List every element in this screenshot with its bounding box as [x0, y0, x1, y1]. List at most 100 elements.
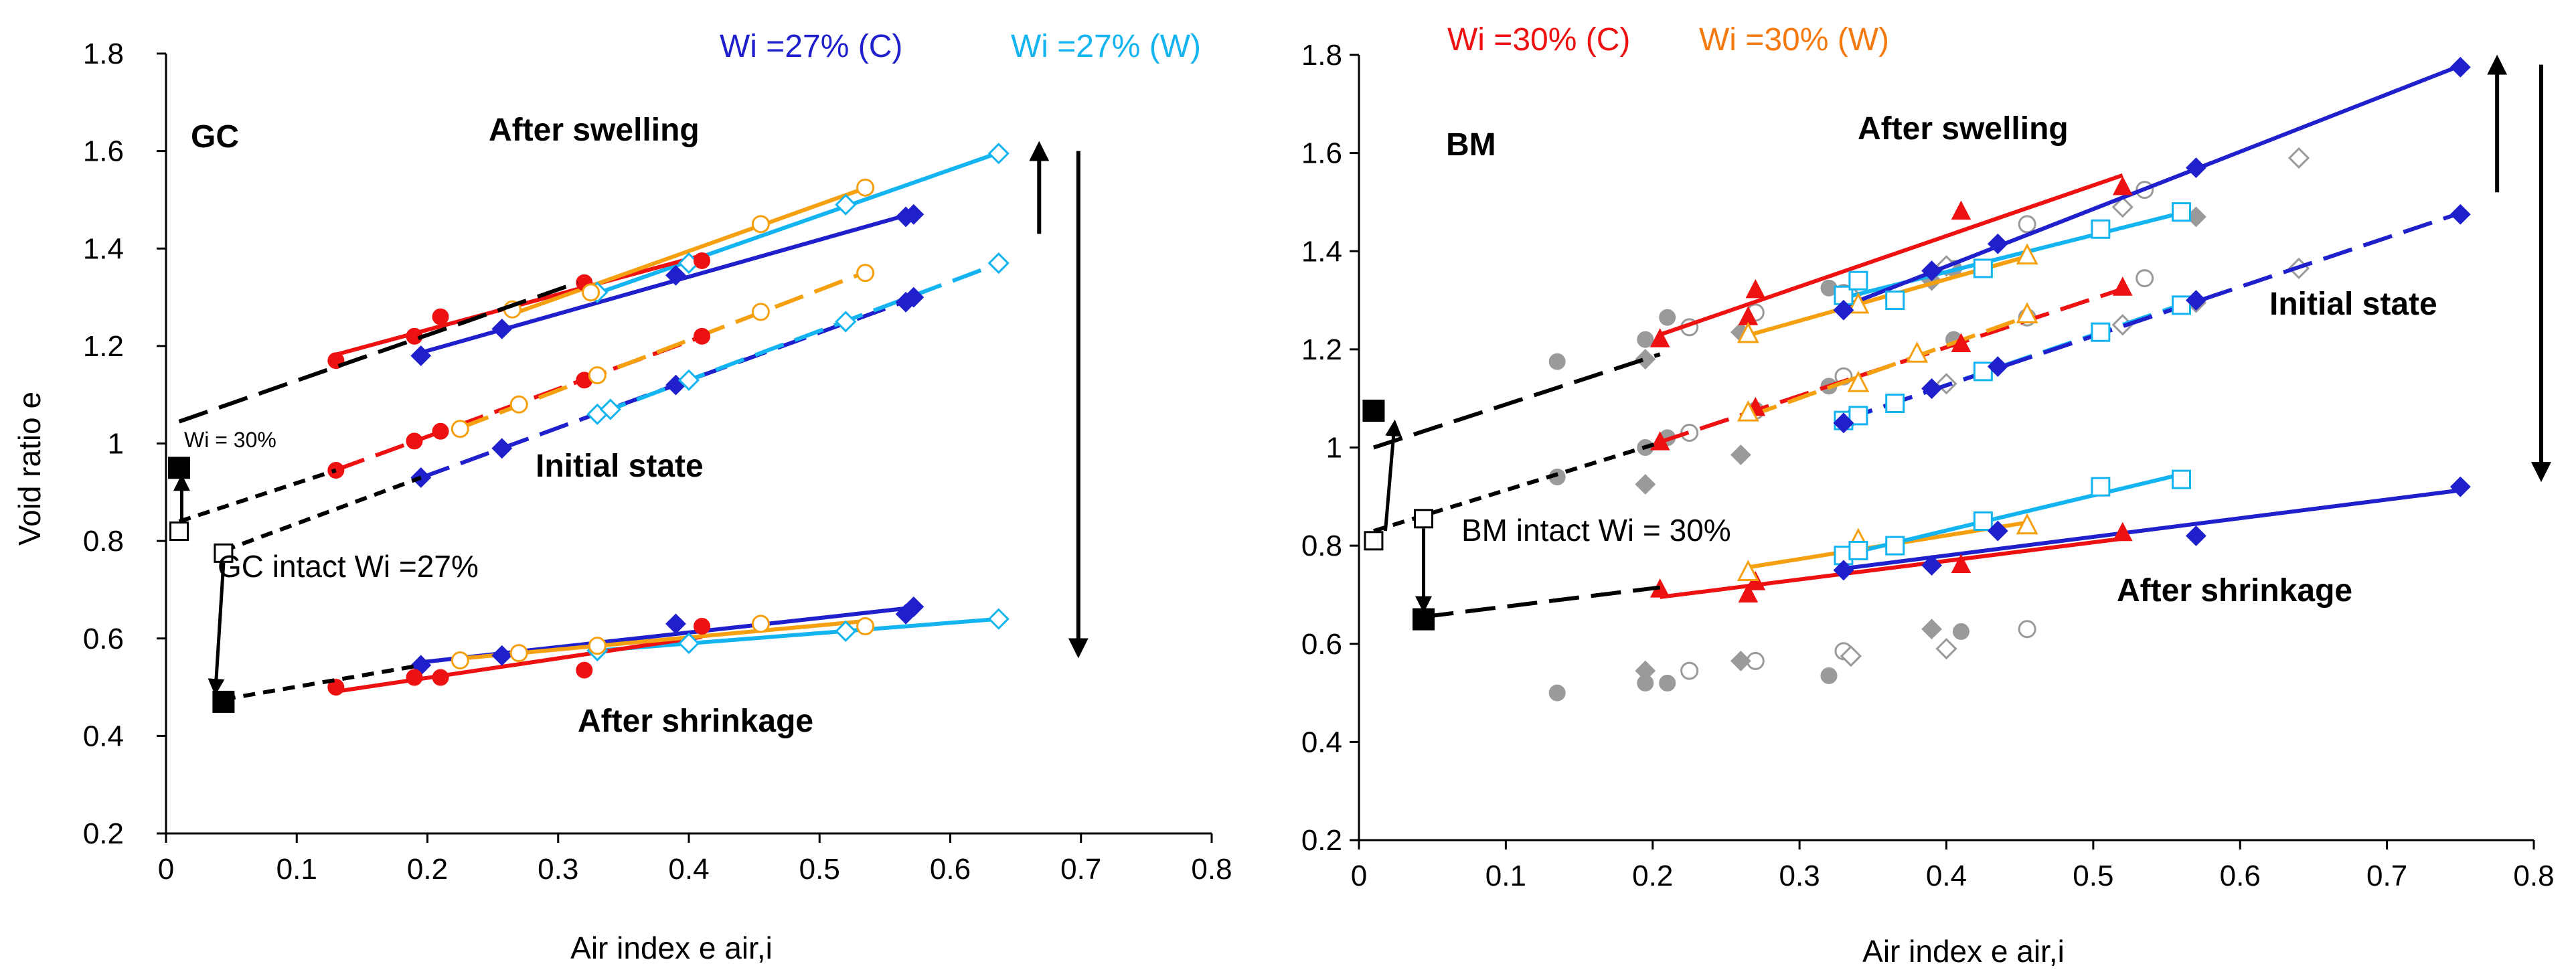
data-point	[665, 613, 686, 635]
data-point	[1848, 406, 1868, 426]
data-point	[327, 679, 345, 696]
data-point	[987, 143, 1010, 165]
y-tick-label: 1.8	[83, 37, 124, 70]
series-line	[1659, 287, 2123, 444]
data-point	[1921, 555, 1942, 576]
data-point	[1987, 356, 2008, 377]
data-point	[665, 264, 686, 286]
data-point	[1833, 412, 1854, 434]
gc-y-axis-label: Void ratio e	[12, 392, 47, 546]
series-line	[1660, 536, 2123, 599]
data-point	[582, 283, 600, 302]
background-point	[2018, 215, 2036, 234]
y-tick-label: 0.4	[83, 720, 124, 752]
y-tick-label: 1.4	[83, 232, 124, 265]
series-line	[511, 186, 866, 316]
data-point	[856, 264, 875, 282]
gc-legend-c: Wi =27% (C)	[720, 29, 902, 64]
x-tick-label: 0.8	[1191, 853, 1232, 886]
y-tick-label: 0.6	[83, 623, 124, 655]
data-point	[588, 366, 607, 385]
y-tick-label: 1.8	[1301, 39, 1342, 72]
series-line	[459, 270, 866, 430]
data-point	[1973, 511, 1993, 531]
x-tick-label: 0.3	[538, 853, 578, 886]
background-point	[2136, 269, 2154, 288]
background-point	[1635, 349, 1656, 370]
data-point	[2449, 56, 2471, 78]
y-tick-label: 0.2	[1301, 824, 1342, 857]
arrow	[1383, 419, 1402, 532]
background-point	[1935, 637, 1957, 660]
x-tick-label: 0.7	[1060, 853, 1101, 886]
data-point	[835, 193, 857, 216]
background-point	[1635, 660, 1656, 681]
data-point	[903, 287, 924, 308]
data-point	[2449, 476, 2471, 497]
series-line	[1842, 211, 2462, 422]
x-tick-label: 0.1	[276, 853, 317, 886]
reference-point	[1362, 400, 1385, 422]
reference-point	[212, 690, 235, 713]
arrow	[208, 562, 226, 696]
background-point	[1952, 623, 1969, 640]
x-tick-label: 0.7	[2366, 860, 2407, 892]
data-point	[599, 398, 621, 420]
data-point	[1737, 400, 1759, 422]
data-point	[835, 620, 857, 642]
data-point	[856, 178, 875, 197]
data-point	[1973, 258, 1993, 278]
bm-after-shrinkage-label: After shrinkage	[2117, 573, 2352, 609]
data-point	[491, 318, 513, 339]
bm-legend-c: Wi =30% (C)	[1447, 22, 1630, 58]
bm-x-axis-label: Air index e air,i	[1862, 934, 2065, 969]
data-point	[987, 252, 1010, 274]
gc-wi30-label: Wi = 30%	[184, 428, 276, 452]
background-point	[1921, 619, 1942, 640]
data-point	[2091, 322, 2111, 342]
data-point	[1906, 341, 1929, 363]
data-point	[694, 327, 711, 345]
y-tick-label: 1.6	[83, 135, 124, 168]
reference-line	[178, 468, 337, 523]
data-point	[576, 661, 593, 679]
data-point	[987, 608, 1010, 630]
background-point	[1840, 645, 1862, 667]
data-point	[2449, 204, 2471, 225]
data-point	[2186, 525, 2206, 546]
gc-plot-area	[168, 141, 1089, 713]
data-point	[432, 669, 449, 686]
x-tick-label: 0.4	[668, 853, 709, 886]
data-point	[694, 618, 711, 635]
series-line	[1842, 64, 2462, 309]
data-point	[588, 637, 607, 655]
data-point	[1745, 278, 1766, 299]
y-tick-label: 1.6	[1301, 137, 1342, 170]
data-point	[1987, 233, 2008, 254]
x-tick-label: 0.2	[1632, 860, 1673, 892]
background-point	[2018, 620, 2036, 639]
data-point	[2016, 513, 2038, 535]
y-tick-label: 1.4	[1301, 235, 1342, 268]
data-point	[903, 596, 924, 617]
data-point	[903, 204, 924, 225]
data-point	[1885, 394, 1905, 414]
gc-legend-w: Wi =27% (W)	[1011, 29, 1201, 64]
data-point	[1649, 328, 1670, 347]
data-point	[509, 395, 528, 414]
data-point	[406, 432, 423, 450]
reference-point	[1364, 531, 1384, 551]
data-point	[2172, 469, 2191, 489]
data-point	[451, 420, 469, 438]
y-tick-label: 0.8	[1301, 530, 1342, 562]
data-point	[1737, 560, 1759, 581]
data-point	[2186, 290, 2206, 311]
gc-title: GC	[191, 119, 239, 155]
x-tick-label: 0	[1351, 860, 1367, 892]
data-point	[677, 369, 700, 391]
data-point	[432, 422, 449, 440]
series-line	[335, 635, 702, 694]
data-point	[2112, 175, 2133, 195]
data-point	[406, 669, 423, 686]
data-point	[1885, 536, 1905, 556]
